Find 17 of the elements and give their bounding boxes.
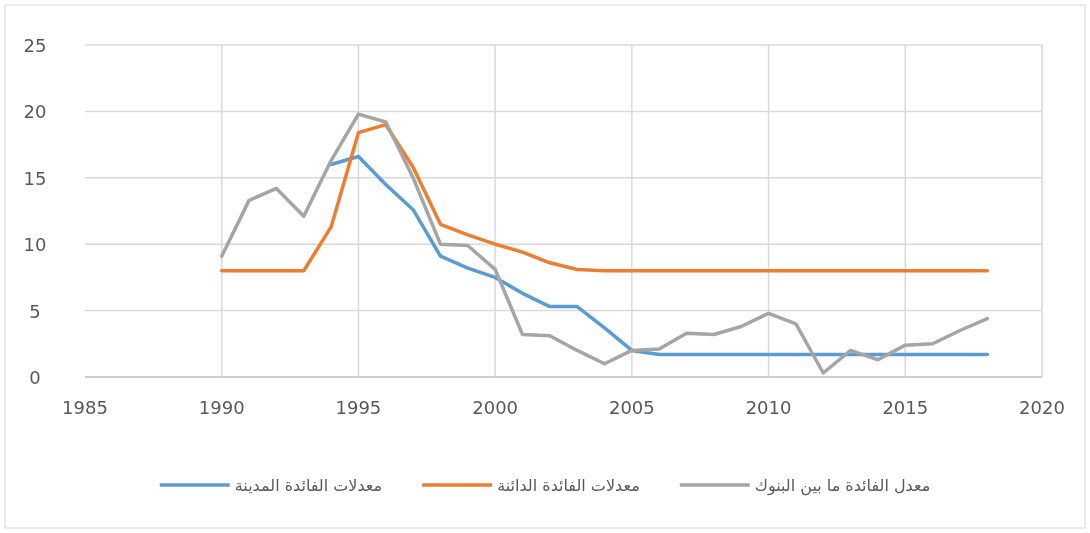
y-tick-label: 25	[23, 35, 47, 56]
x-tick-label: 2015	[882, 397, 929, 418]
y-tick-label: 10	[23, 234, 47, 256]
y-tick-label: 0	[29, 367, 41, 388]
legend-label: معدل الفائدة ما بين البنوك	[754, 476, 931, 496]
x-tick-label: 1985	[62, 397, 108, 418]
x-tick-label: 2005	[608, 397, 655, 418]
legend-label: معدلات الفائدة الدائنة	[497, 476, 640, 495]
y-tick-label: 5	[29, 300, 41, 322]
legend-label: معدلات الفائدة المدينة	[234, 476, 383, 495]
x-tick-label: 1995	[335, 397, 382, 418]
y-tick-label: 20	[23, 101, 47, 123]
y-tick-label: 15	[23, 167, 47, 189]
x-tick-label: 2010	[745, 397, 792, 418]
x-tick-label: 2000	[472, 397, 519, 418]
x-tick-label: 2020	[1019, 397, 1065, 418]
x-tick-label: 1990	[198, 397, 245, 418]
